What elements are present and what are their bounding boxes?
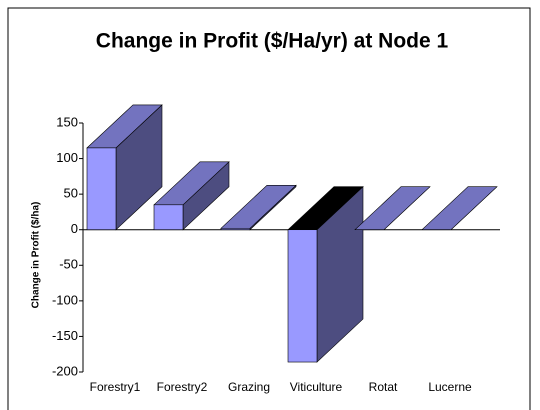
y-tick-label: 100	[56, 150, 78, 165]
y-tick-label: -100	[52, 292, 78, 307]
y-tick-label: -200	[52, 363, 78, 378]
bar	[287, 229, 318, 363]
bar-top	[421, 186, 498, 231]
bar-top	[354, 186, 431, 231]
chart-title: Change in Profit ($/Ha/yr) at Node 1	[96, 30, 449, 53]
y-tick-label: -50	[59, 257, 78, 272]
x-tick-label: Rotat	[369, 380, 398, 394]
y-axis-label: Change in Profit ($/ha)	[31, 202, 42, 309]
y-tick-label: -150	[52, 328, 78, 343]
x-tick-label: Lucerne	[428, 380, 472, 394]
x-tick-label: Viticulture	[290, 380, 343, 394]
bar	[220, 227, 251, 231]
bar	[153, 204, 184, 231]
y-tick-label: 150	[56, 114, 78, 129]
x-tick-label: Forestry1	[90, 380, 141, 394]
y-tick-label: 0	[71, 221, 78, 236]
chart-frame	[7, 7, 531, 410]
bar	[86, 147, 117, 231]
y-tick-label: 50	[64, 186, 78, 201]
x-tick-label: Forestry2	[157, 380, 208, 394]
x-tick-label: Grazing	[228, 380, 270, 394]
